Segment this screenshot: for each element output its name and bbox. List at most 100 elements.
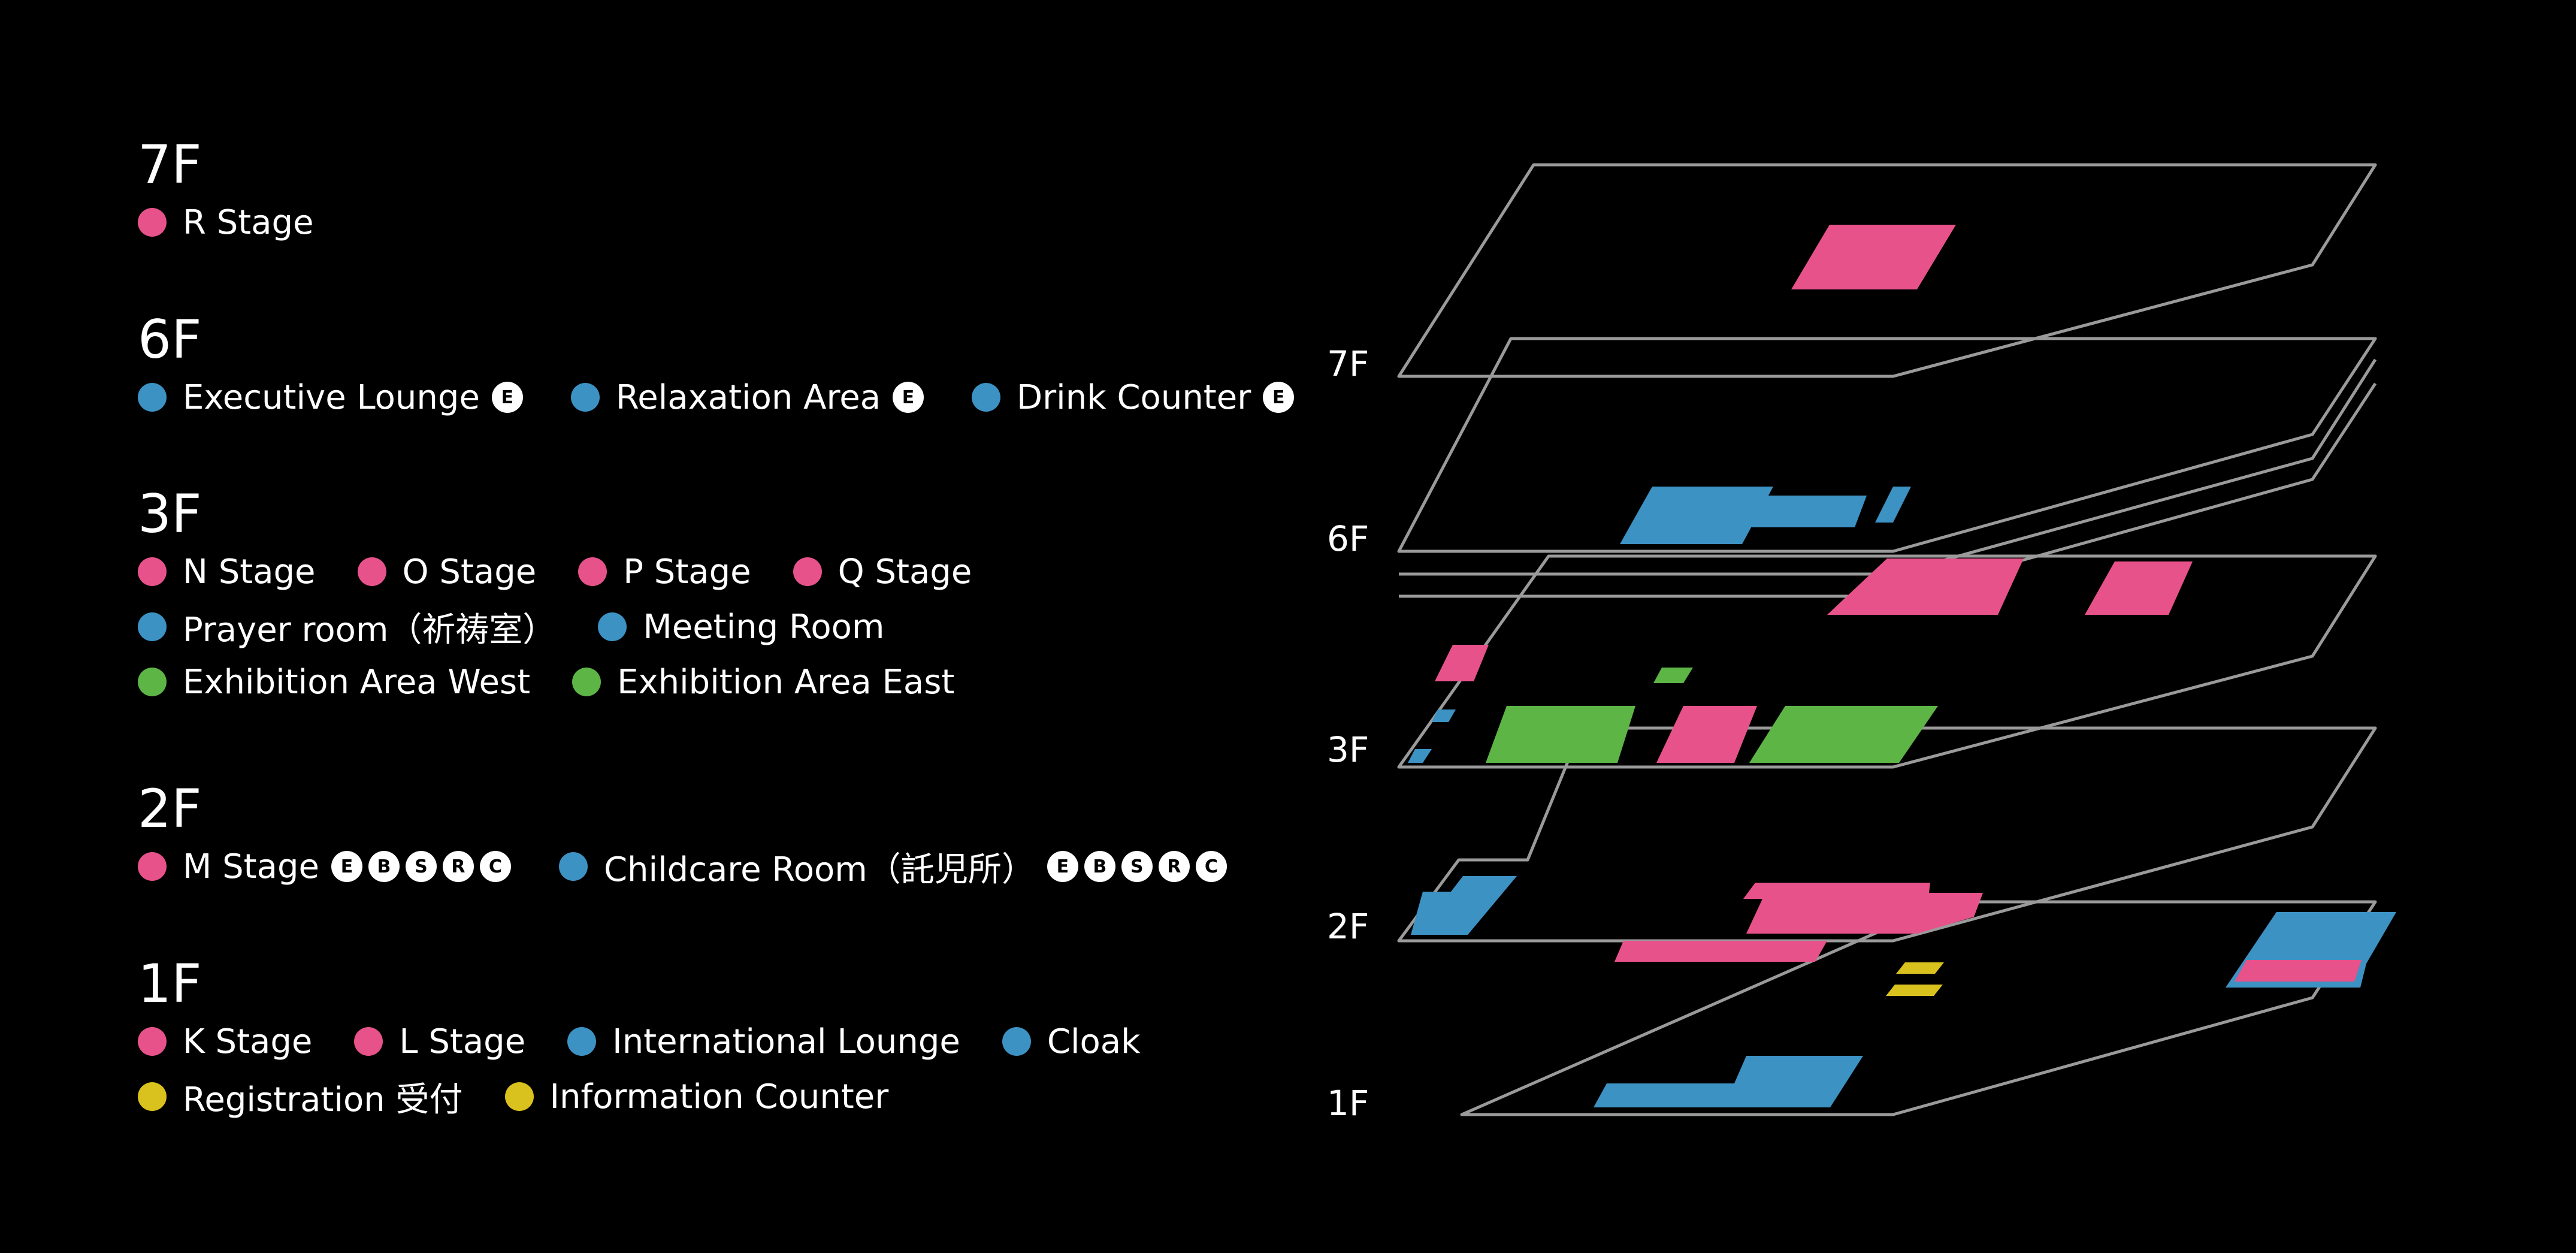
room-k-stage [1614,941,1827,962]
letter-badge-icon: E [893,382,924,413]
legend-item-label: Childcare Room（託児所） [603,850,1035,889]
color-dot-icon [572,668,601,696]
badge-group: E [1263,382,1300,413]
color-dot-icon [138,668,167,696]
color-dot-icon [570,383,600,412]
map-label-2f: 2F [1327,906,1369,947]
floor-section-7f: 7F R Stage [138,135,356,250]
legend-item-label: Q Stage [837,552,972,591]
legend-item-label: P Stage [623,552,751,591]
color-dot-icon [138,1082,167,1111]
letter-badge-icon: R [442,851,474,882]
legend-item: K Stage [138,1022,312,1061]
room-exhibition-small [1653,668,1693,683]
floor-heading: 7F [138,134,202,195]
room-r-stage [1791,225,1956,289]
room-stage-3f-1 [1827,558,2024,615]
legend-item: P Stage [578,552,751,591]
room-childcare-room [1411,876,1517,935]
floor-section-2f: 2F M Stage E B S R C Childcare Room（託児所） E B S R C [138,779,1275,894]
color-dot-icon [504,1082,534,1111]
floor-heading: 2F [138,778,202,840]
legend-item: Exhibition Area East [572,663,954,702]
legend-item: M Stage E B S R C [138,847,517,886]
legend-item: Registration 受付 [138,1073,463,1121]
color-dot-icon [793,557,822,586]
color-dot-icon [138,383,167,412]
color-dot-icon [578,557,607,586]
legend-item: Relaxation Area E [570,378,930,417]
floor-underslab-3f-a [1399,382,2377,598]
floor-section-6f: 6F Executive Lounge E Relaxation Area E Drink… [138,310,1342,425]
legend-item: R Stage [138,203,314,242]
letter-badge-icon: B [368,851,400,882]
color-dot-icon [138,1027,167,1056]
room-registration [1886,985,1943,996]
legend-row: Prayer room（祈祷室） Meeting Room [138,599,1014,654]
badge-group: E [491,382,529,413]
legend-item: Cloak [1002,1022,1141,1061]
floor-outline-2f [1397,726,2377,943]
map-label-7f: 7F [1327,343,1369,384]
legend-item-label: Exhibition Area East [617,662,955,702]
room-m-stage [1743,883,1983,934]
room-exhibition-west [1486,706,1635,763]
isometric-floor-map: 7F 6F 3F 2F 1F [1288,144,2456,1139]
letter-badge-icon: C [479,851,511,882]
color-dot-icon [138,612,167,641]
floor-heading: 3F [138,483,202,545]
legend-item-label: Information Counter [549,1077,889,1116]
room-relaxation-area [1748,496,1867,527]
room-executive-lounge [1620,487,1773,544]
floor-outline-7f [1397,163,2377,378]
legend-row: R Stage [138,195,356,250]
letter-badge-icon: E [1263,382,1295,413]
legend-item: N Stage [138,552,316,591]
floor-heading: 1F [138,953,202,1015]
floor-outline-6f [1397,337,2377,553]
color-dot-icon [354,1027,383,1056]
legend-item-label: Prayer room（祈祷室） [183,610,557,650]
floor-section-1f: 1F K Stage L Stage International Lounge Cloa… [138,954,1183,1124]
map-label-6f: 6F [1327,518,1369,559]
color-dot-icon [567,1027,597,1056]
legend-row: K Stage L Stage International Lounge Cloak [138,1014,1183,1069]
legend-item: Q Stage [793,552,972,591]
map-label-1f: 1F [1327,1083,1369,1124]
legend-item: Prayer room（祈祷室） [138,603,556,651]
room-stage-3f-3 [1435,645,1489,681]
color-dot-icon [138,208,167,237]
floor-map-svg [1397,163,2396,1116]
legend-row: Registration 受付 Information Counter [138,1069,1183,1124]
room-prayer-room [1408,749,1432,763]
room-meeting-room [1432,709,1456,722]
letter-badge-icon: B [1084,851,1115,882]
room-exhibition-east [1749,706,1938,763]
legend-item-label: Drink Counter [1017,378,1251,417]
legend-item-label: International Lounge [612,1022,960,1061]
legend-item-label: M Stage [183,847,319,886]
legend-item-label: Meeting Room [643,607,885,647]
room-information-counter [1896,962,1944,974]
color-dot-icon [972,383,1001,412]
letter-badge-icon: E [1047,851,1078,882]
legend-item: International Lounge [567,1022,960,1061]
color-dot-icon [138,852,167,881]
badge-group: E [893,382,930,413]
floor-section-3f: 3F N Stage O Stage P Stage Q Stage Prayer roo… [138,484,1014,709]
room-stage-3f-2 [2085,561,2193,615]
legend-item-label: Exhibition Area West [183,662,531,702]
legend-item-label: Cloak [1047,1022,1141,1061]
color-dot-icon [558,852,588,881]
legend-row: Exhibition Area West Exhibition Area East [138,654,1014,709]
floor-underslab-3f-b [1399,358,2377,576]
color-dot-icon [598,612,627,641]
legend-item-label: K Stage [183,1022,313,1061]
legend-row: Executive Lounge E Relaxation Area E Drink C… [138,370,1342,425]
legend-item-label: L Stage [399,1022,526,1061]
floor-heading: 6F [138,309,202,370]
color-dot-icon [1002,1027,1031,1056]
legend-item-label: Relaxation Area [615,378,881,417]
